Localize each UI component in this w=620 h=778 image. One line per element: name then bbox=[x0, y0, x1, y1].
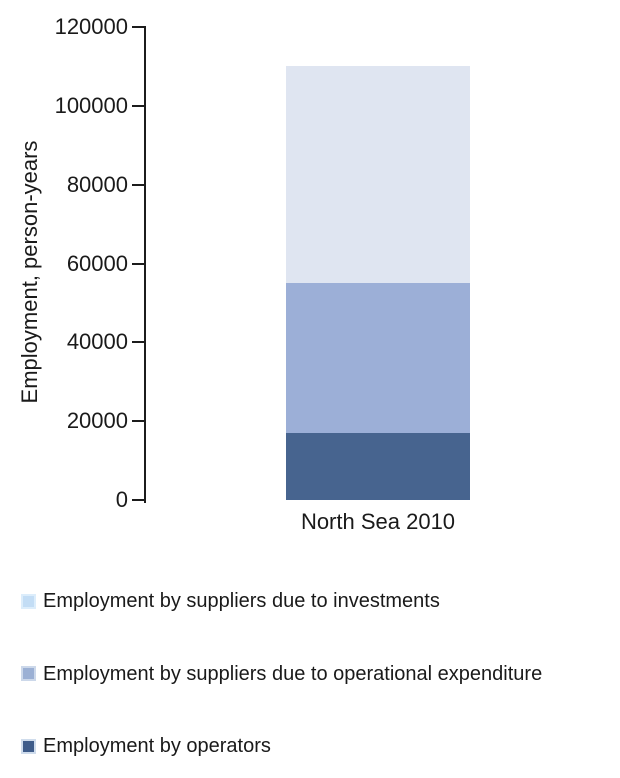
y-tick-mark bbox=[132, 262, 144, 265]
legend-label-operators: Employment by operators bbox=[43, 735, 271, 757]
legend-swatch-operators bbox=[21, 738, 36, 754]
bar-segment-opex bbox=[286, 283, 470, 433]
legend-label-opex: Employment by suppliers due to operation… bbox=[43, 662, 543, 685]
plot-area: Employment, person-years 0 20000 40000 6000… bbox=[17, 14, 470, 534]
y-tick-mark bbox=[132, 104, 144, 107]
y-tick-mark bbox=[132, 183, 144, 186]
y-tick-mark bbox=[132, 341, 144, 344]
bar-segment-operators bbox=[286, 432, 470, 500]
y-tick-label: 40000 bbox=[66, 329, 128, 355]
legend-label-investments: Employment by suppliers due to investmen… bbox=[43, 590, 440, 612]
legend-swatch-opex bbox=[21, 666, 36, 681]
bar-segment-investments bbox=[286, 66, 470, 284]
y-tick-label: 20000 bbox=[66, 408, 128, 434]
y-tick-mark bbox=[132, 26, 144, 28]
y-tick-label: 0 bbox=[115, 487, 128, 512]
y-tick-label: 60000 bbox=[66, 250, 128, 276]
y-tick-mark bbox=[132, 499, 144, 501]
y-axis-line bbox=[144, 26, 146, 503]
legend: Employment by suppliers due to investmen… bbox=[0, 560, 620, 778]
legend-swatch-investments bbox=[21, 593, 36, 609]
y-tick-label: 100000 bbox=[54, 92, 128, 118]
y-tick-label: 80000 bbox=[66, 171, 128, 197]
legend-row-operators: Employment by operators bbox=[21, 731, 271, 761]
x-category-label: North Sea 2010 bbox=[300, 509, 456, 534]
y-tick-label: 120000 bbox=[54, 14, 128, 39]
legend-row-investments: Employment by suppliers due to investmen… bbox=[21, 586, 440, 616]
legend-row-opex: Employment by suppliers due to operation… bbox=[21, 659, 542, 689]
y-tick-mark bbox=[132, 420, 144, 423]
bar-north-sea-2010 bbox=[286, 66, 470, 500]
